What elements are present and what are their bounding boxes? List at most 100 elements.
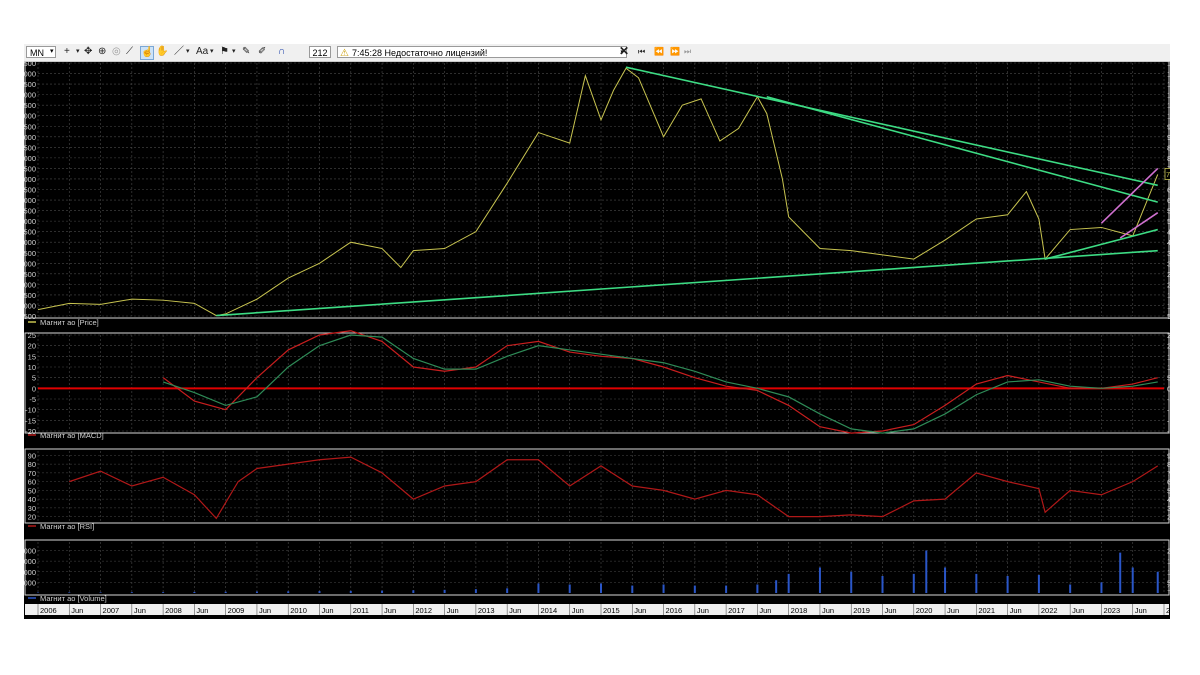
y-tick-label-right: 8 500 [1167, 143, 1170, 152]
y-tick-label-left: 9 000 [24, 133, 36, 142]
volume-bar [537, 583, 540, 593]
y-tick-label-right: 5 500 [1167, 207, 1170, 216]
flag-icon[interactable]: ⚑ [220, 46, 229, 57]
y-tick-label-right: 10 [1167, 363, 1170, 372]
y-tick-label-right: 3 500 [1167, 249, 1170, 258]
crosshair-icon[interactable]: + [64, 46, 70, 57]
y-tick-label-left: 70 [28, 469, 36, 478]
y-tick-label-right: 1 500 [1167, 291, 1170, 300]
y-tick-label-right: 2 500 [1167, 270, 1170, 279]
volume-bar [318, 591, 321, 593]
x-tick-label: 2014 [540, 606, 557, 615]
y-tick-label-right: 0 [1167, 384, 1170, 393]
y-tick-label-left: 5 000 [24, 217, 36, 226]
toolbar: MN ▾ + ▾ ✥ ⊕ ◎ ⟋ ☝ ✋ ／ ▾ Aa ▾ ⚑ ▾ ✎ ✐ ∩ … [24, 44, 1170, 62]
volume-bar [881, 576, 884, 593]
status-time: 7:45:28 [351, 48, 382, 58]
volume-bar [925, 550, 928, 593]
target-icon[interactable]: ⊕ [98, 46, 107, 57]
magnet-icon[interactable]: ∩ [278, 46, 286, 57]
volume-bar [600, 583, 602, 593]
x-tick-label: 2015 [603, 606, 620, 615]
timeframe-select[interactable]: MN [26, 46, 56, 58]
x-tick-label: Jun [572, 606, 584, 615]
volume-bar [975, 573, 978, 593]
chevron-down-icon[interactable]: ▾ [186, 48, 190, 55]
volume-bar [255, 591, 258, 593]
y-tick-label-left: 10 [28, 363, 36, 372]
bar-count-value: 212 [312, 48, 328, 58]
y-tick-label-left: 2 000 [24, 280, 36, 289]
y-tick-label-left: 7 000 [24, 175, 36, 184]
y-tick-label-right: 12 500 [1167, 61, 1170, 68]
status-message-field[interactable]: ⚠ 7:45:28 Недостаточно лицензий! ▾ [337, 46, 627, 59]
y-tick-label-left: -5 [29, 395, 36, 404]
last-icon[interactable]: ⏭ [684, 47, 692, 56]
move-icon[interactable]: ✥ [84, 46, 93, 57]
volume-bar [224, 591, 227, 593]
x-tick-label: 2023 [1103, 606, 1120, 615]
y-tick-label-right: 6 500 [1167, 186, 1170, 195]
y-tick-label-right: 90 [1167, 451, 1170, 460]
y-tick-label-left: -20 [25, 427, 36, 436]
trendline-support-long [216, 249, 1158, 317]
line-icon[interactable]: ／ [174, 46, 184, 57]
x-tick-label: 2010 [290, 606, 307, 615]
pane-border [24, 448, 1170, 524]
hand-icon[interactable]: ✋ [156, 46, 169, 57]
chevron-down-icon[interactable]: ▾ [50, 48, 54, 55]
y-tick-label-left: 30 [28, 504, 36, 513]
y-tick-label-right: 6 000 [1167, 196, 1170, 205]
y-tick-label-right: 9 500 [1167, 122, 1170, 131]
series-line-macd [162, 330, 1158, 434]
volume-bar [818, 567, 821, 593]
y-tick-label-left: 20 [28, 342, 36, 351]
volume-bar [162, 592, 165, 593]
trendline-channel-lower [1119, 212, 1159, 239]
y-tick-label-right: 11 000 [1167, 91, 1170, 100]
first-icon[interactable]: ⏮ [638, 47, 646, 56]
x-tick-label: 2013 [478, 606, 495, 615]
x-tick-label: 2009 [228, 606, 245, 615]
chevron-down-icon[interactable]: ▾ [620, 49, 624, 56]
volume-bar [787, 573, 790, 593]
chevron-down-icon[interactable]: ▾ [210, 48, 214, 55]
x-tick-label: 2008 [165, 606, 182, 615]
x-tick-label: Jun [1010, 606, 1022, 615]
close-icon[interactable]: ✕ [619, 44, 630, 58]
y-tick-label-left: 8 000 [24, 154, 36, 163]
y-tick-label-right: 500 [1167, 312, 1170, 321]
volume-bar [568, 584, 571, 593]
text-icon[interactable]: Aa [196, 46, 208, 58]
y-tick-label-right: 60 [1167, 478, 1170, 487]
volume-bar [775, 580, 778, 593]
chevron-down-icon[interactable]: ▾ [232, 48, 236, 55]
volume-bar [1131, 567, 1134, 593]
y-tick-label-right: 40 [1167, 495, 1170, 504]
next-icon[interactable]: ⏩ [670, 47, 680, 56]
y-tick-label-left: -10 [25, 406, 36, 415]
ruler-icon[interactable]: ⟋ [126, 46, 133, 57]
trendline-resistance-2 [766, 95, 1158, 203]
y-tick-label-left: 000 000 [24, 568, 36, 577]
pencil-icon[interactable]: ✐ [258, 46, 267, 57]
x-tick-label: 2007 [103, 606, 120, 615]
chevron-down-icon[interactable]: ▾ [76, 48, 80, 55]
y-tick-label-right: 12 000 [1167, 70, 1170, 79]
y-tick-label-right: 15 000 000 [1167, 557, 1170, 566]
hand-select-icon[interactable]: ☝ [140, 46, 155, 60]
bar-count-field[interactable]: 212 [309, 46, 331, 58]
zoom-icon[interactable]: ◎ [112, 46, 121, 57]
volume-bar [99, 592, 102, 593]
eraser-icon[interactable]: ✎ [242, 46, 251, 57]
y-tick-label-right: 20 [1167, 513, 1170, 522]
prev-icon[interactable]: ⏪ [654, 47, 664, 56]
x-tick-label: Jun [634, 606, 646, 615]
y-tick-label-right: 4 000 [1167, 238, 1170, 247]
y-tick-label-left: 90 [28, 451, 36, 460]
y-tick-label-right: 20 [1167, 342, 1170, 351]
x-tick-label: 2017 [728, 606, 745, 615]
y-tick-label-left: 10 000 [24, 112, 36, 121]
y-tick-label-left: 000 000 [24, 547, 36, 556]
